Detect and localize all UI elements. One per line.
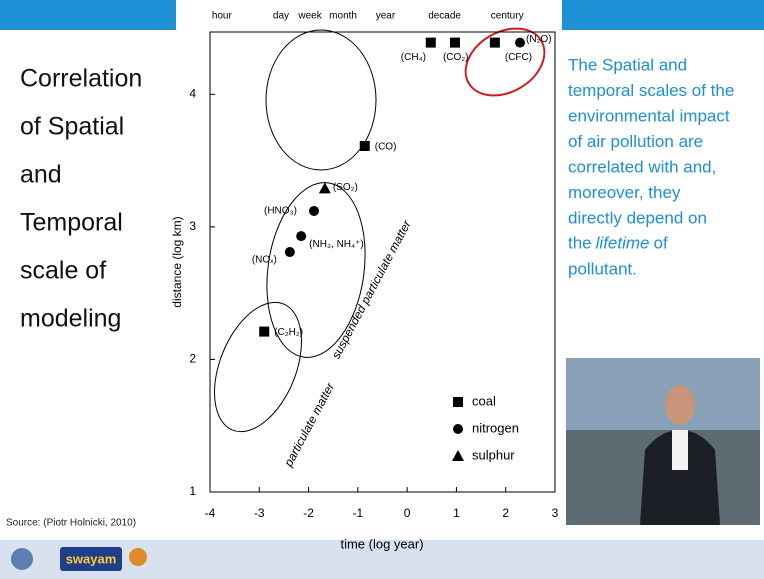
source: Source: (Piotr Holnicki, 2010) [6, 518, 136, 529]
top-tick-label: week [297, 11, 322, 22]
legend-marker [453, 397, 463, 407]
description: correlated with and, [568, 157, 716, 176]
point-label: (SO₂) [333, 182, 358, 193]
point-coal [360, 141, 370, 151]
slide-canvas: swayam suspended particulate matter part… [0, 0, 764, 579]
slide-title: Temporal [20, 209, 123, 237]
point-label: (CH₄) [401, 52, 426, 63]
x-tick-label: -4 [205, 506, 216, 520]
top-tick-label: decade [428, 11, 461, 22]
logo-icon [11, 548, 33, 570]
top-bar-right [562, 0, 764, 30]
description-part: of [654, 234, 668, 253]
legend-label: coal [472, 393, 496, 408]
description: The Spatial and [568, 55, 687, 74]
legend-label: nitrogen [472, 420, 519, 435]
y-axis-label: distance (log km) [170, 216, 184, 307]
x-tick-label: 1 [453, 506, 460, 520]
x-tick-label: 2 [502, 506, 509, 520]
point-coal [490, 38, 500, 48]
top-tick-label: hour [212, 11, 233, 22]
description: moreover, they [568, 183, 681, 202]
description: of air pollution are [568, 132, 703, 151]
legend-label: sulphur [472, 447, 515, 462]
point-nitrogen [296, 231, 306, 241]
legend-marker [453, 424, 463, 434]
description: temporal scales of the [568, 81, 734, 100]
x-axis-label: time (log year) [340, 536, 423, 551]
slide-title: of Spatial [20, 113, 124, 141]
x-tick-label: 3 [552, 506, 559, 520]
presenter-shirt [672, 430, 688, 470]
description-part: lifetime [596, 234, 650, 253]
description: pollutant. [568, 259, 637, 278]
point-label: (HNO₃) [264, 206, 297, 217]
point-label: (CFC) [505, 52, 532, 63]
top-bar-left [0, 0, 176, 30]
slide: swayam suspended particulate matter part… [0, 0, 764, 579]
point-label: (NH₃, NH₄⁺) [309, 239, 364, 250]
x-tick-label: -3 [254, 506, 265, 520]
presenter-head [665, 385, 695, 425]
description-part: the [568, 234, 592, 253]
slide-title: modeling [20, 305, 121, 333]
y-tick-label: 4 [189, 86, 196, 100]
slide-title: scale of [20, 257, 106, 285]
point-nitrogen [285, 247, 295, 257]
x-tick-label: -2 [303, 506, 314, 520]
x-tick-label: 0 [404, 506, 411, 520]
logo-icon [129, 548, 147, 566]
slide-title: Correlation [20, 65, 142, 93]
point-label: (NOₓ) [252, 255, 277, 266]
slide-title: and [20, 161, 62, 189]
point-coal [450, 38, 460, 48]
top-tick-label: century [491, 11, 524, 22]
top-tick-label: year [376, 11, 396, 22]
logo-text: swayam [66, 551, 117, 566]
top-tick-label: day [273, 11, 289, 22]
y-tick-label: 3 [189, 219, 196, 233]
point-coal [259, 327, 269, 337]
point-coal [426, 38, 436, 48]
x-tick-label: -1 [353, 506, 364, 520]
description: environmental impact [568, 106, 730, 125]
point-nitrogen [309, 206, 319, 216]
point-label: (C₂H₂) [274, 327, 303, 338]
point-label: (CO) [375, 142, 397, 153]
top-tick-label: month [329, 11, 357, 22]
point-label: (N₂O) [526, 34, 552, 45]
description: directly depend on [568, 208, 707, 227]
point-label: (CO₂) [443, 52, 469, 63]
y-tick-label: 1 [189, 484, 196, 498]
y-tick-label: 2 [189, 352, 196, 366]
point-nitrogen [515, 38, 525, 48]
